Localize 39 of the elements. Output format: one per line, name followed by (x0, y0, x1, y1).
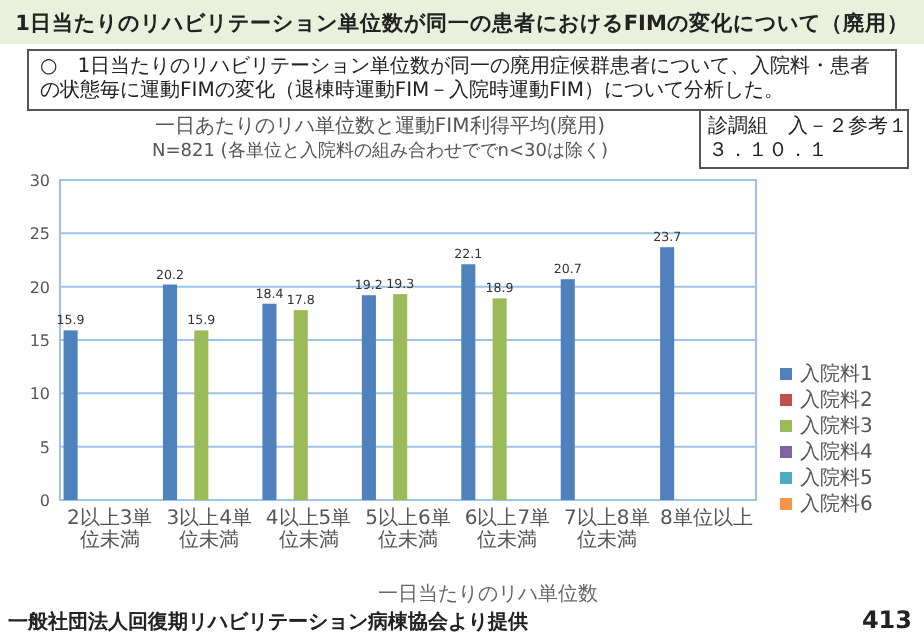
chart-subtitle: 一日あたりのリハ単位数と運動FIM利得平均(廃用) N=821 (各単位と入院料の組み合わせででn<30は除く) (151, 114, 609, 162)
y-tick-label: 20 (29, 278, 50, 297)
text: 診調組 入－２参考１ (708, 114, 908, 138)
y-tick-label: 0 (39, 492, 50, 510)
x-tick-label: 2以上3単位未満 (66, 506, 153, 552)
legend-label: 入院料4 (800, 440, 873, 464)
x-tick-label: 8単位以上 (659, 506, 753, 530)
y-tick-label: 25 (29, 225, 50, 244)
text: 413 (861, 606, 912, 634)
bar (560, 279, 575, 500)
y-tick-label: 15 (29, 332, 50, 350)
x-tick-label: 4以上5単位未満 (265, 506, 352, 552)
legend-label: 入院料2 (800, 388, 873, 412)
bar (194, 330, 209, 500)
bar (162, 284, 178, 500)
x-tick-label: 6以上7単位未満 (464, 506, 551, 552)
legend-label: 入院料6 (800, 492, 873, 516)
bar (293, 310, 308, 500)
y-tick-label: 5 (39, 438, 50, 457)
bar (262, 303, 277, 500)
text: 一般社団法人回復期リハビリテーション病棟協会より提供 (8, 610, 528, 634)
bar (361, 295, 376, 500)
text: ３．１０．１ (708, 140, 828, 162)
legend-label: 入院料1 (800, 362, 873, 386)
x-axis-title: 一日当たりのリハ単位数 (378, 582, 598, 606)
bar (393, 294, 408, 500)
x-tick-label: 5以上6単位未満 (365, 506, 451, 552)
bar (660, 247, 675, 500)
text: ○ 1日当たりのリハビリテーション単位数が同一の廃用症候群患者について、入院料・患者の状態毎に運動FIMの変化（退棟時運動FIM－入院時運動FIM）について分析した。 (40, 54, 871, 102)
legend-label: 入院料3 (800, 414, 873, 438)
x-tick-label: 3以上4単位未満 (166, 506, 252, 552)
y-tick-label: 30 (29, 172, 50, 190)
chart-title: 1日当たりのリハビリテーション単位数が同一の患者におけるFIMの変化について（廃用） (15, 10, 909, 36)
y-tick-label: 10 (29, 385, 50, 404)
bar (461, 264, 476, 500)
bar (63, 330, 78, 500)
bar (492, 298, 507, 500)
x-tick-label: 7以上8単位未満 (564, 506, 650, 552)
legend-label: 入院料5 (800, 466, 873, 490)
